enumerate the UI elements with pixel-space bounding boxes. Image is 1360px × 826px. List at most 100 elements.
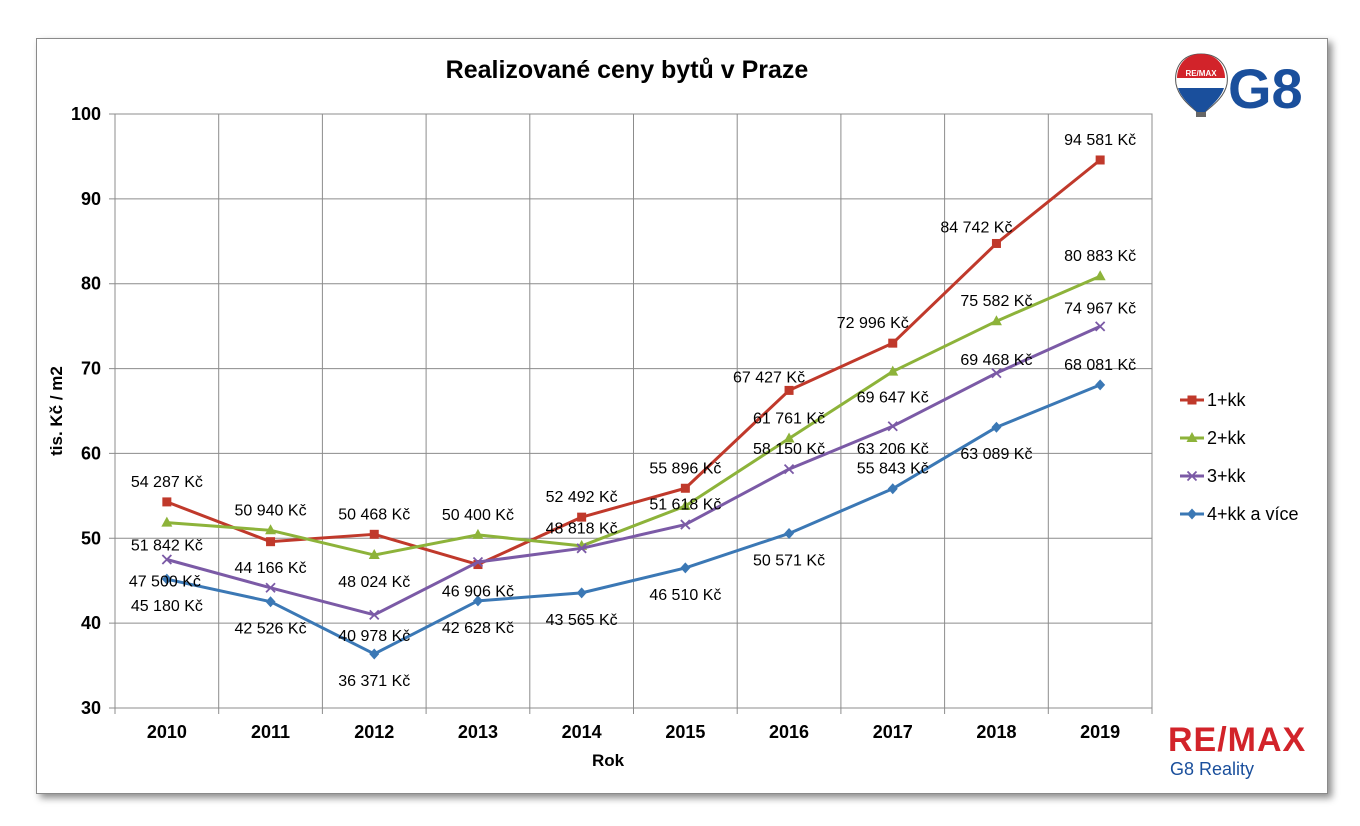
data-point [266,537,276,547]
legend-item: 1+kk [1180,390,1247,410]
legend-label: 4+kk a více [1207,504,1299,524]
legend-marker [1186,470,1198,482]
legend-marker [1187,508,1197,520]
data-point [680,519,691,530]
data-label: 47 500 Kč [129,574,201,591]
data-label: 36 371 Kč [338,673,410,690]
legend-item: 2+kk [1180,428,1247,448]
legend-marker [1187,395,1197,405]
data-point [576,587,587,599]
data-label: 58 150 Kč [753,441,825,458]
data-point [161,573,172,585]
data-point [473,560,483,570]
data-label: 48 818 Kč [546,520,618,537]
data-point [679,500,691,511]
data-point [784,527,795,539]
data-label: 48 024 Kč [338,574,410,591]
data-point [680,483,690,493]
legend-marker [1186,432,1198,442]
x-tick-label: 2011 [251,722,290,742]
data-point [783,432,795,443]
y-tick-label: 40 [81,613,101,633]
data-label: 61 761 Kč [753,410,825,427]
legend-label: 2+kk [1207,428,1247,448]
data-label: 50 571 Kč [753,552,825,569]
y-tick-label: 80 [81,274,101,294]
x-tick-label: 2014 [562,722,602,742]
data-point [991,421,1002,433]
data-label: 50 468 Kč [338,506,410,523]
data-point [369,529,379,539]
data-label: 51 842 Kč [131,538,203,555]
data-point [1095,379,1106,391]
data-point [577,512,587,522]
balloon-icon: RE/MAX [1175,53,1228,117]
data-point [991,367,1002,379]
x-tick-label: 2013 [458,722,498,742]
data-label: 69 647 Kč [857,390,929,407]
data-point [887,365,899,376]
y-tick-label: 30 [81,698,101,718]
data-point [265,596,276,608]
data-label: 74 967 Kč [1064,300,1136,317]
data-point [369,648,380,660]
x-tick-label: 2016 [769,722,809,742]
series-2 [161,321,1106,620]
y-axis-label: tis. Kč / m2 [47,366,66,456]
x-axis-label: Rok [592,751,625,770]
data-point [161,516,173,527]
data-label: 63 089 Kč [960,446,1032,463]
data-point [887,421,898,432]
data-point [162,497,172,507]
balloon-text: RE/MAX [1185,69,1217,78]
legend-item: 4+kk a více [1180,504,1299,524]
data-label: 67 427 Kč [733,369,805,386]
data-point [369,609,380,620]
data-point [1095,155,1105,165]
remax-logo-bottom: RE/MAX G8 Reality [1168,721,1306,779]
data-label: 46 510 Kč [649,587,721,604]
data-label: 52 492 Kč [546,489,618,506]
y-tick-label: 90 [81,189,101,209]
logo-brand: RE/MAX [1168,721,1306,759]
legend-item: 3+kk [1180,466,1247,486]
x-tick-label: 2019 [1080,722,1120,742]
data-label: 72 996 Kč [837,315,909,332]
series-line [166,274,1101,557]
series-1 [161,270,1106,560]
data-label: 54 287 Kč [131,474,203,491]
data-label: 50 400 Kč [442,507,514,524]
data-label: 43 565 Kč [546,612,618,629]
data-point [472,528,484,539]
remax-g8-logo-top: RE/MAX G8 [1175,53,1303,120]
data-point [888,338,898,348]
x-tick-label: 2017 [873,722,913,742]
data-label: 68 081 Kč [1064,357,1136,374]
data-point [472,595,483,607]
data-label: 55 843 Kč [857,461,929,478]
data-label: 63 206 Kč [857,441,929,458]
x-tick-label: 2012 [354,722,394,742]
data-label: 45 180 Kč [131,598,203,615]
series-line [166,325,1101,617]
grid [109,113,1153,714]
logo-g8-text: G8 [1228,57,1303,120]
data-label: 42 526 Kč [235,621,307,638]
y-tick-labels: 30 40 50 60 70 80 90 100 [71,104,101,718]
series-line [166,383,1101,656]
chart-title: Realizované ceny bytů v Praze [446,56,809,84]
data-point [680,562,691,574]
data-point [991,238,1001,248]
y-tick-label: 70 [81,359,101,379]
data-label: 40 978 Kč [338,628,410,645]
data-label: 94 581 Kč [1064,132,1136,149]
y-tick-label: 50 [81,528,101,548]
x-tick-label: 2018 [976,722,1016,742]
data-point [887,483,898,495]
data-label: 75 582 Kč [960,293,1032,310]
data-point [1095,321,1106,332]
data-point [990,315,1002,326]
series-3 [161,379,1106,660]
y-tick-label: 100 [71,104,101,124]
